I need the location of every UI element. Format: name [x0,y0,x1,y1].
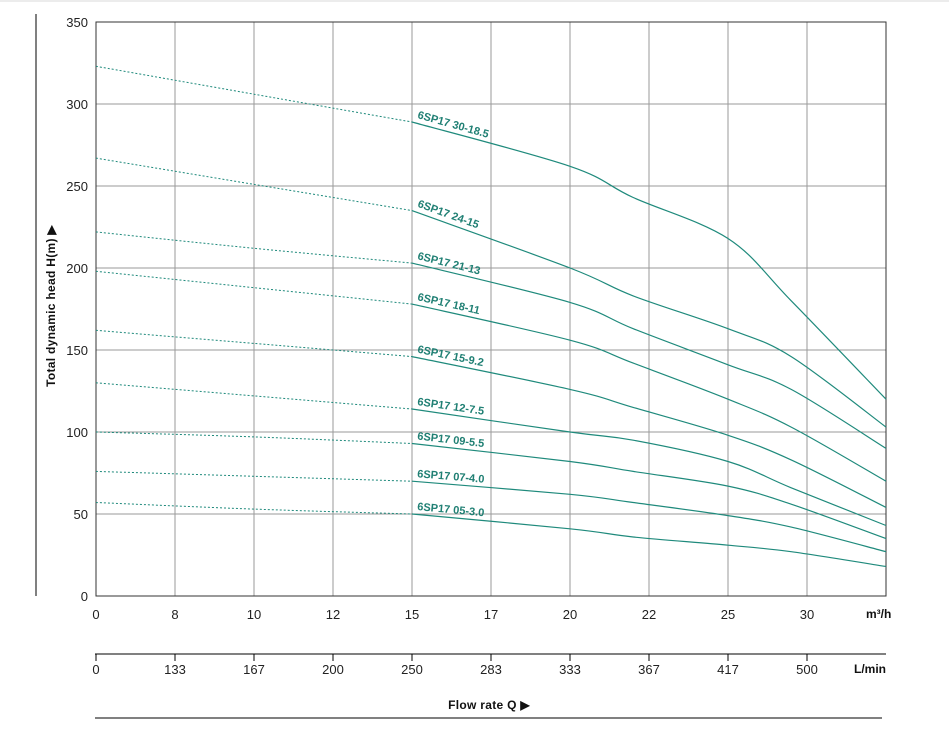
curve-label: 6SP17 18-11 [416,291,481,317]
curve-extrapolated-segment [95,382,413,410]
curve-line [411,480,887,553]
x-tick-label-lmin: 283 [480,662,502,677]
curve-extrapolated-segment [95,157,413,212]
x-tick-label-m3h: 25 [721,607,735,622]
plot-frame [95,21,887,597]
x-tick-label-m3h: 10 [247,607,261,622]
curve-extrapolated-segment [95,231,413,264]
x-unit-m3h: m³/h [866,607,891,621]
curve-label: 6SP17 30-18.5 [416,109,490,140]
curve-label: 6SP17 05-3.0 [417,501,485,519]
curve-extrapolated-segment [95,65,413,123]
curve-label: 6SP17 15-9.2 [416,344,484,369]
curve-line [411,262,887,449]
x-tick-label-m3h: 30 [800,607,814,622]
curve-label: 6SP17 24-15 [416,198,480,231]
grid-layer [95,21,887,597]
x-axis-title: Flow rate Q ▶ [448,698,530,712]
y-tick-label: 250 [66,179,88,194]
x-tick-label-lmin: 200 [322,662,344,677]
curve-label: 6SP17 07-4.0 [417,468,485,486]
curve-layer [95,65,887,568]
curve-line [411,303,887,482]
curve-label-layer: 6SP17 30-18.5 6SP17 24-15 6SP17 21-13 6SP17… [416,109,490,519]
x-tick-label-lmin: 367 [638,662,660,677]
x-tick-label-lmin: 417 [717,662,739,677]
curve-extrapolated-segment [95,329,413,358]
x-unit-lmin: L/min [854,662,886,676]
curve-extrapolated-segment [95,470,413,482]
curve-line [411,210,887,428]
x-tick-label-m3h: 22 [642,607,656,622]
y-tick-label: 200 [66,261,88,276]
y-tick-label: 350 [66,15,88,30]
curve-line [411,121,887,400]
x-tick-label-m3h: 0 [92,607,99,622]
curve-extrapolated-segment [95,431,413,444]
x-tick-label-lmin: 500 [796,662,818,677]
y-tick-label: 50 [74,507,88,522]
y-tick-label: 0 [81,589,88,604]
y-tick-label: 100 [66,425,88,440]
x-tick-label-lmin: 333 [559,662,581,677]
x-tick-label-lmin: 133 [164,662,186,677]
y-tick-label: 300 [66,97,88,112]
x-tick-label-m3h: 12 [326,607,340,622]
x-tick-label-m3h: 8 [171,607,178,622]
x-tick-label-lmin: 0 [92,662,99,677]
curve-extrapolated-segment [95,502,413,515]
y-tick-label: 150 [66,343,88,358]
curve-line [411,356,887,508]
curve-line [411,513,887,568]
x-tick-label-lmin: 250 [401,662,423,677]
x-tick-label-m3h: 15 [405,607,419,622]
curve-extrapolated-segment [95,270,413,305]
x-tick-label-lmin: 167 [243,662,265,677]
curve-line [411,408,887,527]
x-tick-label-m3h: 17 [484,607,498,622]
curve-label: 6SP17 21-13 [416,250,481,277]
x-tick-label-m3h: 20 [563,607,577,622]
curve-line [411,442,887,540]
curve-label: 6SP17 09-5.5 [417,431,485,451]
y-axis-title: Total dynamic head H(m) ▶ [44,225,58,387]
